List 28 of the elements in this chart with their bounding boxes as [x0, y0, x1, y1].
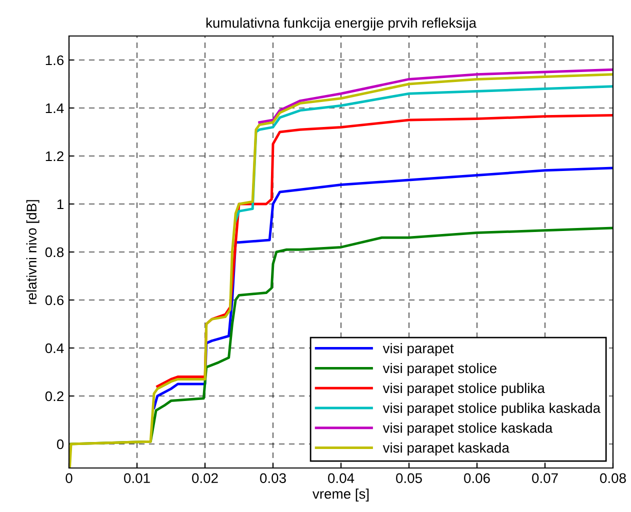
x-tick-label: 0.06 [464, 473, 490, 484]
legend-label: visi parapet kaskada [382, 442, 510, 456]
x-tick-label: 0.07 [532, 473, 558, 484]
y-axis-title: relativni nivo [dB] [26, 200, 40, 304]
y-tick-label: 0.4 [45, 343, 64, 354]
x-tick-label: 0.08 [600, 473, 626, 484]
chart-title: kumulativna funkcija energije prvih refleksija [206, 18, 476, 31]
y-tick-label: 1.2 [46, 151, 64, 162]
y-tick-label: 0 [56, 439, 64, 450]
x-tick-label: 0.05 [396, 473, 422, 484]
legend-label: visi parapet [382, 343, 454, 356]
x-tick-label: 0.01 [124, 473, 150, 484]
y-tick-label: 0.6 [45, 295, 64, 306]
y-tick-label: 0.2 [45, 391, 64, 402]
legend-label: visi parapet stolice publika [382, 382, 545, 396]
x-tick-label: 0.02 [192, 473, 218, 484]
legend-label: visi parapet stolice publika kaskada [382, 402, 601, 416]
x-axis-title: vreme [s] [312, 488, 369, 502]
x-tick-label: 0.03 [260, 473, 286, 484]
legend-label: visi parapet stolice [382, 362, 496, 376]
x-tick-label: 0 [66, 473, 72, 484]
legend-label: visi parapet stolice kaskada [382, 422, 553, 436]
y-tick-label: 1 [57, 199, 64, 210]
line-series [258, 68, 613, 124]
y-tick-label: 0.8 [45, 247, 64, 258]
y-tick-label: 1.4 [46, 103, 64, 114]
y-tick-label: 1.6 [46, 55, 64, 66]
x-tick-label: 0.04 [328, 473, 354, 484]
